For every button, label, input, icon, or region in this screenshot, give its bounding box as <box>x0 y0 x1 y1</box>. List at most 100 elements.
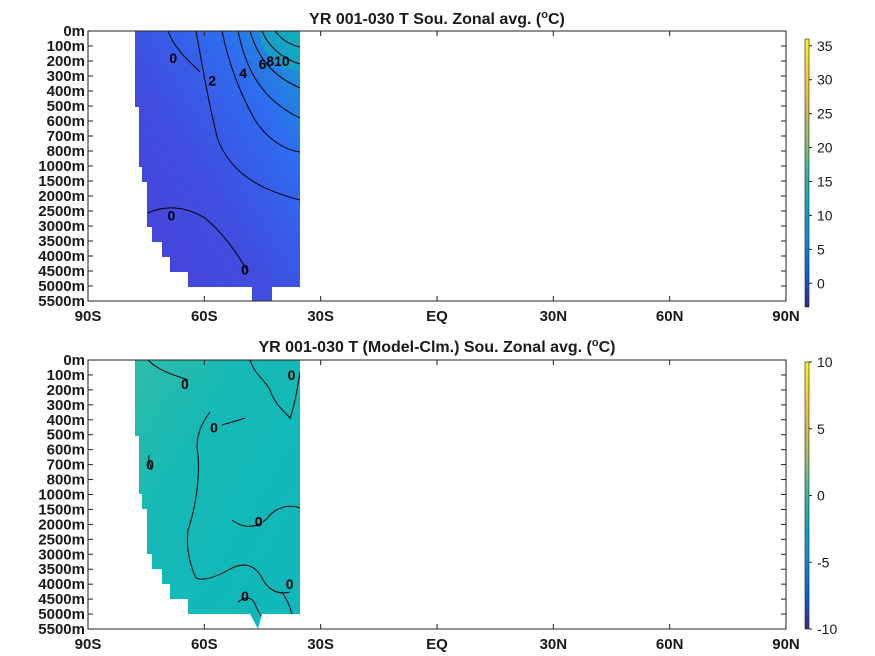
y-tick-label: 500m <box>47 98 85 115</box>
top-panel: YR 001-030 T Sou. Zonal avg. (oC) 0m100m… <box>38 9 833 325</box>
contour-label: 4 <box>239 65 247 81</box>
y-tick-label: 300m <box>47 68 85 85</box>
y-tick-label: 2000m <box>38 188 85 205</box>
bottom-contour-line <box>147 360 189 381</box>
contour-label: 2 <box>208 73 216 89</box>
y-tick-label: 3500m <box>38 561 85 578</box>
x-tick-label: EQ <box>426 636 448 653</box>
y-tick-label: 300m <box>47 397 85 414</box>
bottom-contour-labels: 0 0 0 0 0 0 0 <box>146 367 296 604</box>
y-tick-label: 0m <box>63 352 85 369</box>
y-tick-label: 500m <box>47 427 85 444</box>
top-contour-line <box>195 31 300 201</box>
y-tick-label: 200m <box>47 53 85 70</box>
x-tick-label: 60N <box>656 308 684 325</box>
bottom-contour-line <box>148 454 153 471</box>
bottom-contour-line <box>221 417 246 426</box>
contour-label: 8 <box>266 53 274 69</box>
colorbar-tick-label: 20 <box>817 140 833 156</box>
bottom-contour-line <box>231 505 300 527</box>
contour-label: 10 <box>274 53 290 69</box>
bottom-data-field <box>135 360 300 629</box>
colorbar-tick-label: 30 <box>817 72 833 88</box>
y-tick-label: 2000m <box>38 516 85 533</box>
y-tick-label: 100m <box>47 367 85 384</box>
top-contour-line <box>147 207 249 273</box>
y-tick-label: 800m <box>47 143 85 160</box>
top-contour-line <box>274 31 300 48</box>
colorbar-tick-label: -10 <box>817 621 837 637</box>
contour-label: 0 <box>210 419 218 435</box>
top-contour-line <box>237 31 300 119</box>
y-tick-label: 800m <box>47 472 85 489</box>
x-tick-label: 90N <box>772 308 800 325</box>
contour-label: 0 <box>255 513 263 529</box>
x-tick-label: 30N <box>540 636 568 653</box>
y-tick-label: 600m <box>47 113 85 130</box>
y-tick-label: 1000m <box>38 487 85 504</box>
x-tick-label: 90N <box>772 636 800 653</box>
colorbar-tick-label: 0 <box>817 488 825 504</box>
top-y-axis: 0m100m200m300m400m500m600m700m800m1000m1… <box>38 23 786 310</box>
top-contour-line <box>221 31 300 153</box>
x-tick-label: EQ <box>426 308 448 325</box>
colorbar-tick-label: -5 <box>817 554 830 570</box>
top-contour-line <box>249 31 300 89</box>
bottom-contour-line <box>281 591 293 615</box>
colorbar-tick-label: 25 <box>817 106 833 122</box>
y-tick-label: 4000m <box>38 248 85 265</box>
contour-label: 0 <box>169 50 177 66</box>
y-tick-label: 1500m <box>38 173 85 190</box>
x-tick-label: 90S <box>75 308 102 325</box>
y-tick-label: 400m <box>47 83 85 100</box>
contour-label: 0 <box>241 588 249 604</box>
top-data-field <box>135 31 300 301</box>
top-contour-labels: 0 2 46 8 10 0 0 <box>167 50 289 278</box>
y-tick-label: 2500m <box>38 203 85 220</box>
contour-label: 0 <box>181 376 189 392</box>
top-colorbar <box>804 38 810 308</box>
colorbar-tick-label: 5 <box>817 241 825 257</box>
y-tick-label: 100m <box>47 38 85 55</box>
x-tick-label: 60S <box>191 308 218 325</box>
top-x-axis: 90S 60S 30S EQ 30N 60N 90N <box>75 31 800 325</box>
top-colorbar-ticks: 35 30 25 20 15 10 5 0 <box>809 38 833 291</box>
x-tick-label: 60N <box>656 636 684 653</box>
top-chart-title: YR 001-030 T Sou. Zonal avg. (oC) <box>309 9 565 28</box>
y-tick-label: 1000m <box>38 158 85 175</box>
bottom-panel: YR 001-030 T (Model-Clm.) Sou. Zonal avg… <box>38 337 837 653</box>
y-tick-label: 5500m <box>38 293 85 310</box>
y-tick-label: 3000m <box>38 218 85 235</box>
bottom-y-axis: 0m100m200m300m400m500m600m700m800m1000m1… <box>38 352 786 638</box>
bottom-contour-line <box>249 360 300 419</box>
y-tick-label: 4000m <box>38 576 85 593</box>
y-tick-label: 5500m <box>38 621 85 638</box>
y-tick-label: 600m <box>47 442 85 459</box>
contour-label: 0 <box>288 367 296 383</box>
colorbar-tick-label: 10 <box>817 354 833 370</box>
y-tick-label: 3500m <box>38 233 85 250</box>
bottom-contour-line <box>187 411 291 594</box>
colorbar-tick-label: 35 <box>817 38 833 54</box>
y-tick-label: 400m <box>47 412 85 429</box>
top-contour-line <box>261 31 300 65</box>
colorbar-tick-label: 15 <box>817 173 833 189</box>
contour-label: 0 <box>167 208 175 224</box>
x-tick-label: 90S <box>75 636 102 653</box>
y-tick-label: 200m <box>47 382 85 399</box>
bottom-colorbar-ticks: 10 5 0 -5 -10 <box>809 354 837 637</box>
y-tick-label: 700m <box>47 128 85 145</box>
bottom-x-axis: 90S 60S 30S EQ 30N 60N 90N <box>75 360 800 653</box>
colorbar-tick-label: 0 <box>817 275 825 291</box>
x-tick-label: 30S <box>307 636 334 653</box>
y-tick-label: 3000m <box>38 546 85 563</box>
colorbar-tick-label: 5 <box>817 421 825 437</box>
y-tick-label: 0m <box>63 23 85 40</box>
x-tick-label: 30N <box>540 308 568 325</box>
y-tick-label: 2500m <box>38 531 85 548</box>
contour-label: 6 <box>259 56 267 72</box>
y-tick-label: 5000m <box>38 278 85 295</box>
y-tick-label: 4500m <box>38 591 85 608</box>
contour-label: 0 <box>146 457 154 473</box>
